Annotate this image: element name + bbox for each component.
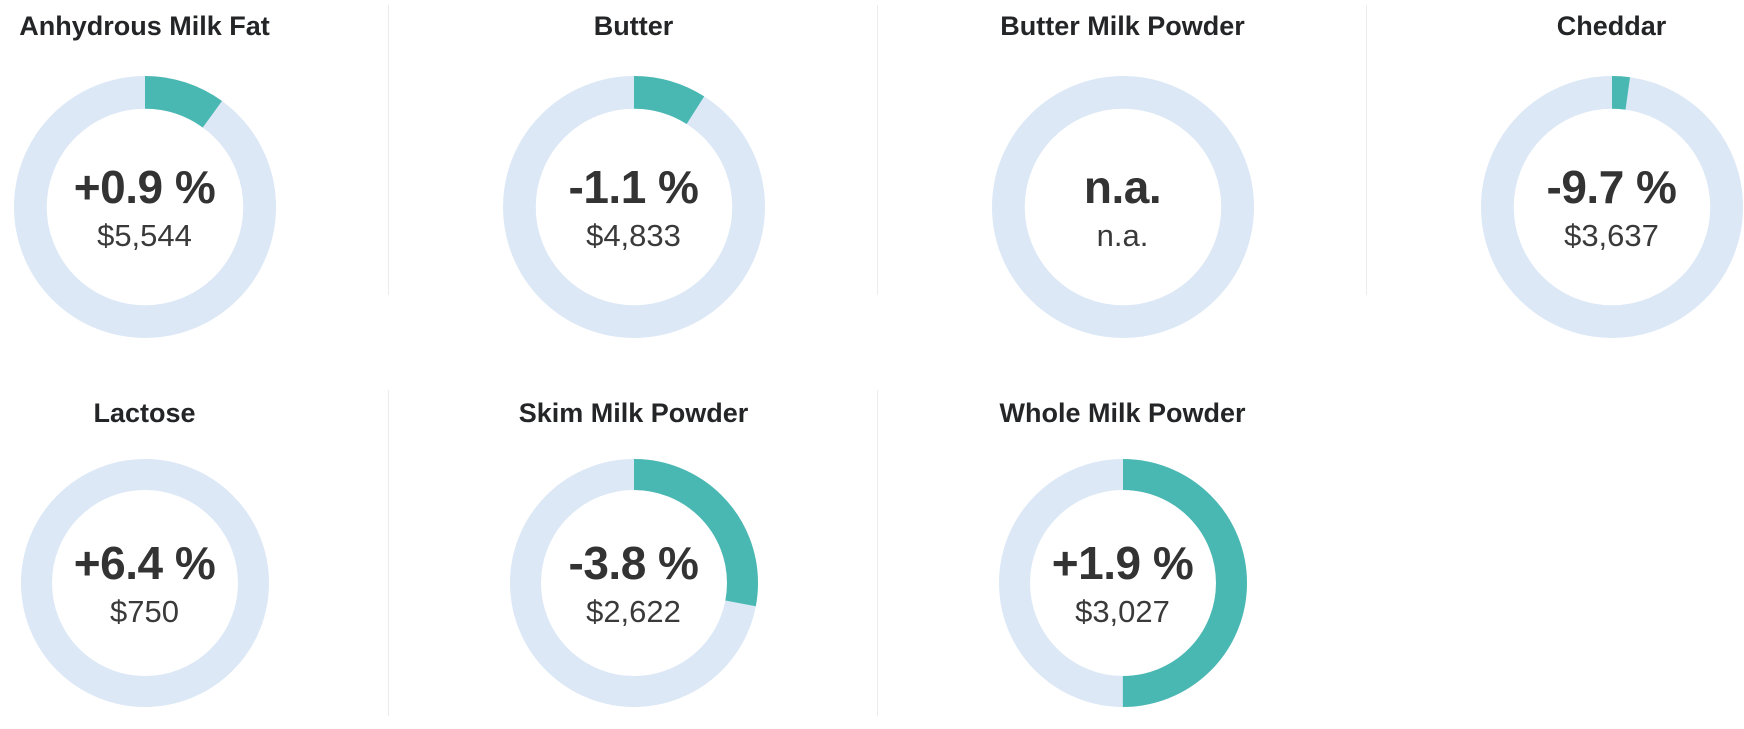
gauge-center-labels: +1.9 % $3,027 <box>999 459 1247 707</box>
donut-gauge-graphic <box>502 76 765 339</box>
donut-gauge: n.a. n.a. <box>991 76 1254 339</box>
product-title: Anhydrous Milk Fat <box>19 11 270 41</box>
gauge-price: $3,637 <box>1564 217 1659 253</box>
gauge-center-labels: -9.7 % $3,637 <box>1481 76 1743 338</box>
donut-gauge: -1.1 % $4,833 <box>502 76 765 339</box>
donut-gauge-graphic <box>991 76 1254 339</box>
gauge-change-percent: -9.7 % <box>1546 160 1677 213</box>
gauge-value-arc <box>998 459 1247 708</box>
gauge-change-percent: -1.1 % <box>568 160 699 213</box>
gauge-price: $5,544 <box>97 217 192 253</box>
product-title: Cheddar <box>1556 11 1667 41</box>
donut-gauge-graphic <box>20 459 269 708</box>
gauge-change-percent: +0.9 % <box>73 160 216 213</box>
product-title: Butter Milk Powder <box>1000 11 1245 41</box>
gauge-price: $750 <box>110 593 179 629</box>
gauge-price: $3,027 <box>1075 593 1170 629</box>
gauge-center-labels: -3.8 % $2,622 <box>510 459 758 707</box>
product-title: Lactose <box>93 398 196 428</box>
gauge-value-arc <box>502 76 765 339</box>
gauge-row-1: Anhydrous Milk Fat +0.9 % $5,544 Butter … <box>0 0 1744 345</box>
gauge-center-labels: -1.1 % $4,833 <box>503 76 765 338</box>
product-gauge-panel: Cheddar -9.7 % $3,637 <box>1367 0 1744 345</box>
product-title: Skim Milk Powder <box>518 398 749 428</box>
gauge-value-arc <box>509 459 758 708</box>
product-gauge-panel: Anhydrous Milk Fat +0.9 % $5,544 <box>0 0 389 345</box>
gauge-change-percent: +6.4 % <box>73 536 216 589</box>
gauge-track-ring <box>20 459 269 708</box>
gauge-value-arc <box>1480 76 1743 339</box>
product-title: Butter <box>593 11 674 41</box>
gauge-price: $4,833 <box>586 217 681 253</box>
gauge-price: $2,622 <box>586 593 681 629</box>
gauge-center-labels: +6.4 % $750 <box>21 459 269 707</box>
donut-gauge: +6.4 % $750 <box>20 459 269 708</box>
product-gauge-panel: Butter Milk Powder n.a. n.a. <box>878 0 1367 345</box>
donut-gauge-graphic <box>998 459 1247 708</box>
donut-gauge: +1.9 % $3,027 <box>998 459 1247 708</box>
gauge-center-labels: +0.9 % $5,544 <box>14 76 276 338</box>
gauge-change-percent: n.a. <box>1083 160 1162 213</box>
gauge-center-labels: n.a. n.a. <box>992 76 1254 338</box>
donut-gauge-graphic <box>1480 76 1743 339</box>
gauge-track-ring <box>991 76 1254 339</box>
donut-gauge: -3.8 % $2,622 <box>509 459 758 708</box>
gauge-price: n.a. <box>1096 217 1149 253</box>
product-gauge-panel: Skim Milk Powder -3.8 % $2,622 <box>389 345 878 729</box>
product-gauge-panel: Whole Milk Powder +1.9 % $3,027 <box>878 345 1367 729</box>
product-title: Whole Milk Powder <box>999 398 1246 428</box>
donut-gauge-graphic <box>13 76 276 339</box>
gauge-change-percent: +1.9 % <box>1051 536 1194 589</box>
gauge-value-arc <box>13 76 276 339</box>
product-gauge-panel: Lactose +6.4 % $750 <box>0 345 389 729</box>
donut-gauge-graphic <box>509 459 758 708</box>
gauge-row-2: Lactose +6.4 % $750 Skim Milk Powder -3.… <box>0 345 1744 729</box>
donut-gauge: +0.9 % $5,544 <box>13 76 276 339</box>
gauge-change-percent: -3.8 % <box>568 536 699 589</box>
donut-gauge: -9.7 % $3,637 <box>1480 76 1743 339</box>
product-gauge-panel: Butter -1.1 % $4,833 <box>389 0 878 345</box>
